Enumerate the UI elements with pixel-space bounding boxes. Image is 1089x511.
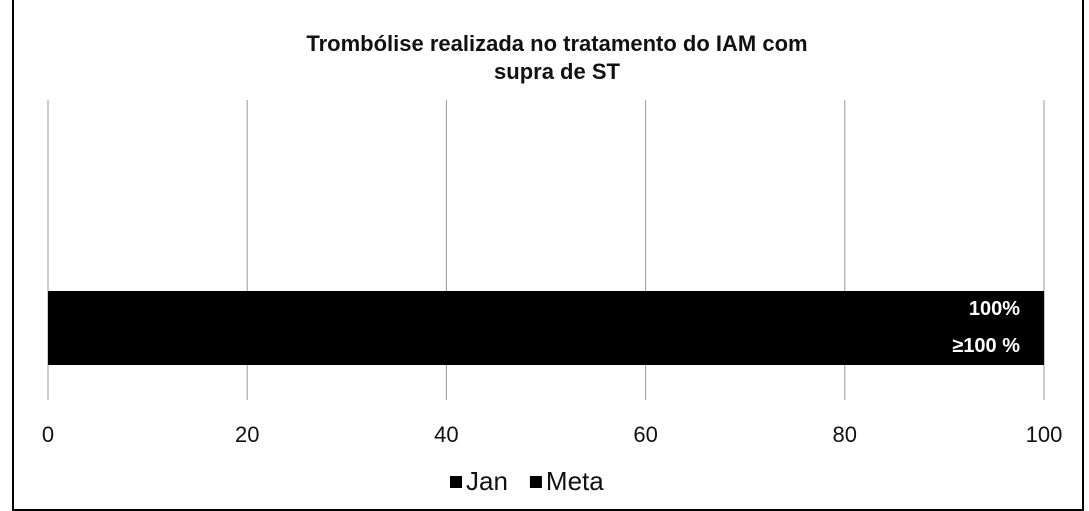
chart-title: Trombólise realizada no tratamento do IA… bbox=[306, 31, 808, 84]
chart-frame bbox=[12, 0, 1084, 511]
x-tick-label: 100 bbox=[1026, 422, 1063, 447]
bar bbox=[48, 291, 1044, 328]
x-tick-label: 60 bbox=[633, 422, 657, 447]
x-tick-label: 0 bbox=[42, 422, 54, 447]
legend-swatch bbox=[450, 476, 462, 488]
bar bbox=[48, 328, 1044, 365]
legend-label: Meta bbox=[546, 466, 604, 496]
data-label: 100% bbox=[969, 298, 1020, 320]
legend-swatch bbox=[529, 476, 542, 488]
legend-label: Jan bbox=[466, 466, 508, 496]
x-tick-label: 20 bbox=[235, 422, 259, 447]
x-tick-label: 80 bbox=[833, 422, 857, 447]
data-label: ≥100 % bbox=[952, 335, 1020, 357]
x-tick-label: 40 bbox=[434, 422, 458, 447]
